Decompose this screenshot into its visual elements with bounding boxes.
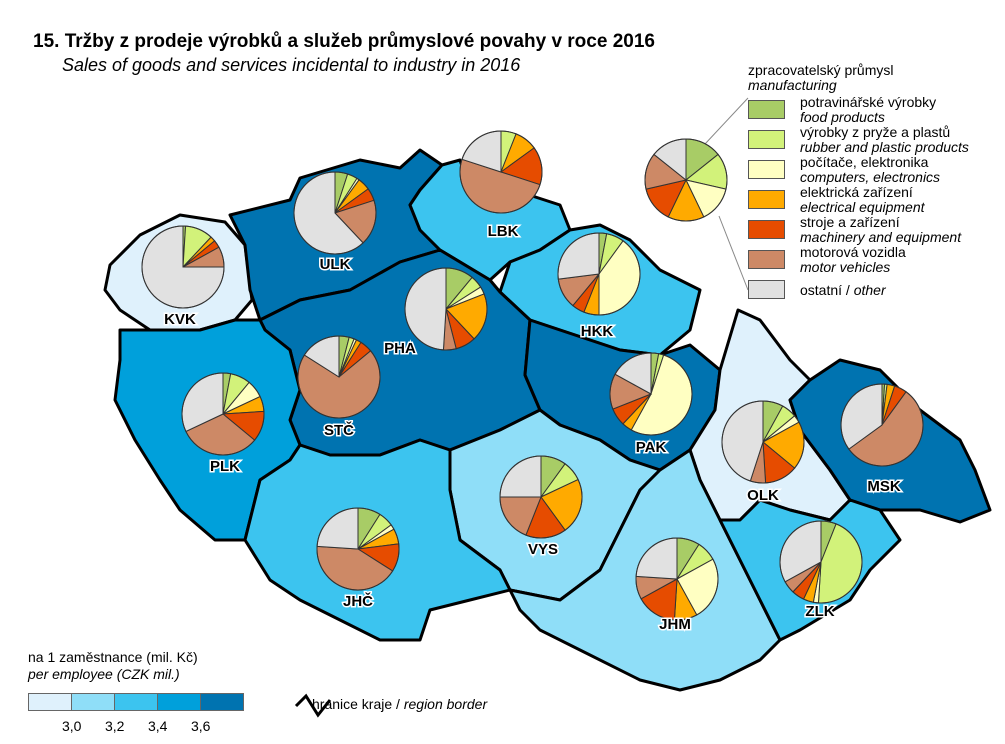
pie-ulk	[293, 171, 377, 255]
region-label: MSK	[867, 478, 901, 495]
pie-plk	[181, 372, 265, 456]
pie-stč	[297, 335, 381, 419]
legend-swatch	[748, 250, 785, 269]
legend-swatch	[748, 160, 785, 179]
legend-swatch	[748, 100, 785, 119]
region-label: JHM	[659, 616, 691, 633]
region-label: OLK	[747, 487, 779, 504]
legend-label-cz: potravinářské výrobky	[800, 94, 937, 110]
legend-label-cz: motorová vozidla	[800, 244, 906, 260]
scale-tick: 3,2	[105, 718, 125, 734]
pie-lbk-outline	[459, 130, 543, 214]
scale-title-cz: na 1 zaměstnance (mil. Kč)	[28, 649, 198, 665]
region-label: ULK	[320, 256, 351, 273]
legend-swatch	[748, 190, 785, 209]
legend-label-cz: výrobky z pryže a plastů	[800, 124, 951, 140]
color-scale	[28, 693, 244, 711]
legend-leader-line	[718, 215, 749, 291]
legend-label-cz: ostatní /	[800, 282, 854, 298]
scale-tick: 3,4	[148, 718, 168, 734]
legend-label-en: electrical equipment	[800, 199, 925, 215]
pie-stč-outline	[297, 335, 381, 419]
scale-class	[201, 694, 243, 710]
legend-label-en: machinery and equipment	[800, 229, 962, 245]
region-label: KVK	[164, 311, 196, 328]
region-label: PLK	[210, 458, 240, 475]
pie-hkk	[557, 232, 641, 316]
scale-tick: 3,0	[62, 718, 82, 734]
pie-jhč	[316, 507, 400, 591]
region-label: LBK	[488, 223, 519, 240]
legend-label-cz: elektrická zařízení	[800, 184, 913, 200]
region-label: JHČ	[343, 592, 373, 610]
border-legend-cz: hranice kraje /	[312, 696, 404, 712]
scale-title-en: per employee (CZK mil.)	[28, 666, 180, 682]
legend-label-en: other	[853, 282, 886, 298]
pie-hkk-outline	[557, 232, 641, 316]
region-border-icon	[294, 693, 332, 718]
legend-label: elektrická zařízení electrical equipment	[800, 185, 925, 215]
legend-label: motorová vozidla motor vehicles	[800, 245, 906, 275]
scale-class	[158, 694, 201, 710]
legend-pie	[644, 138, 728, 222]
legend-label-en: food products	[800, 109, 885, 125]
pie-pak	[609, 352, 693, 436]
pie-msk-outline	[840, 383, 924, 467]
region-label: HKK	[581, 323, 614, 340]
legend-swatch	[748, 280, 785, 299]
legend-label-cz: stroje a zařízení	[800, 214, 900, 230]
legend-label: stroje a zařízení machinery and equipment	[800, 215, 961, 245]
legend-heading-en: manufacturing	[748, 77, 837, 93]
pie-pha-outline	[404, 267, 488, 351]
pie-msk	[840, 383, 924, 467]
region-label: PHA	[384, 340, 416, 357]
border-legend-en: region border	[403, 696, 488, 712]
pie-kvk	[141, 225, 225, 309]
legend-label: počítače, elektronika computers, electron…	[800, 155, 940, 185]
region-label: ZLK	[805, 603, 834, 620]
region-label: VYS	[528, 541, 558, 558]
legend-swatch	[748, 220, 785, 239]
scale-title: na 1 zaměstnance (mil. Kč) per employee …	[28, 649, 198, 683]
scale-class	[72, 694, 115, 710]
pie-vys	[499, 455, 583, 539]
pie-jhč-outline	[316, 507, 400, 591]
pie-zlk-outline	[779, 520, 863, 604]
border-legend-label: hranice kraje / region border	[312, 696, 487, 712]
legend-label-en: motor vehicles	[800, 259, 891, 275]
pie-pak-outline	[609, 352, 693, 436]
pie-plk-outline	[181, 372, 265, 456]
legend-swatch	[748, 130, 785, 149]
legend-label-en: rubber and plastic products	[800, 139, 969, 155]
scale-class	[115, 694, 158, 710]
pie-jhm	[635, 537, 719, 621]
scale-tick: 3,6	[191, 718, 211, 734]
legend-label-en: computers, electronics	[800, 169, 941, 185]
pie-vys-outline	[499, 455, 583, 539]
pie-jhm-outline	[635, 537, 719, 621]
pie-ulk-outline	[293, 171, 377, 255]
pie-lbk	[459, 130, 543, 214]
legend-label: potravinářské výrobky food products	[800, 95, 936, 125]
region-label: PAK	[636, 439, 667, 456]
legend-heading-cz: zpracovatelský průmysl	[748, 62, 894, 78]
pie-olk-outline	[721, 400, 805, 484]
pie-olk	[721, 400, 805, 484]
legend-pie-outline	[644, 138, 728, 222]
map-title: 15. Tržby z prodeje výrobků a služeb prů…	[33, 31, 655, 52]
legend-leader-line	[704, 97, 749, 145]
pie-zlk	[779, 520, 863, 604]
pie-pha	[404, 267, 488, 351]
map-subtitle: Sales of goods and services incidental t…	[62, 55, 521, 75]
legend-label: ostatní / other	[800, 283, 886, 298]
scale-class	[29, 694, 72, 710]
region-label: STČ	[324, 421, 354, 439]
legend-label-cz: počítače, elektronika	[800, 154, 929, 170]
legend-label: výrobky z pryže a plastů rubber and plast…	[800, 125, 969, 155]
pie-kvk-outline	[141, 225, 225, 309]
